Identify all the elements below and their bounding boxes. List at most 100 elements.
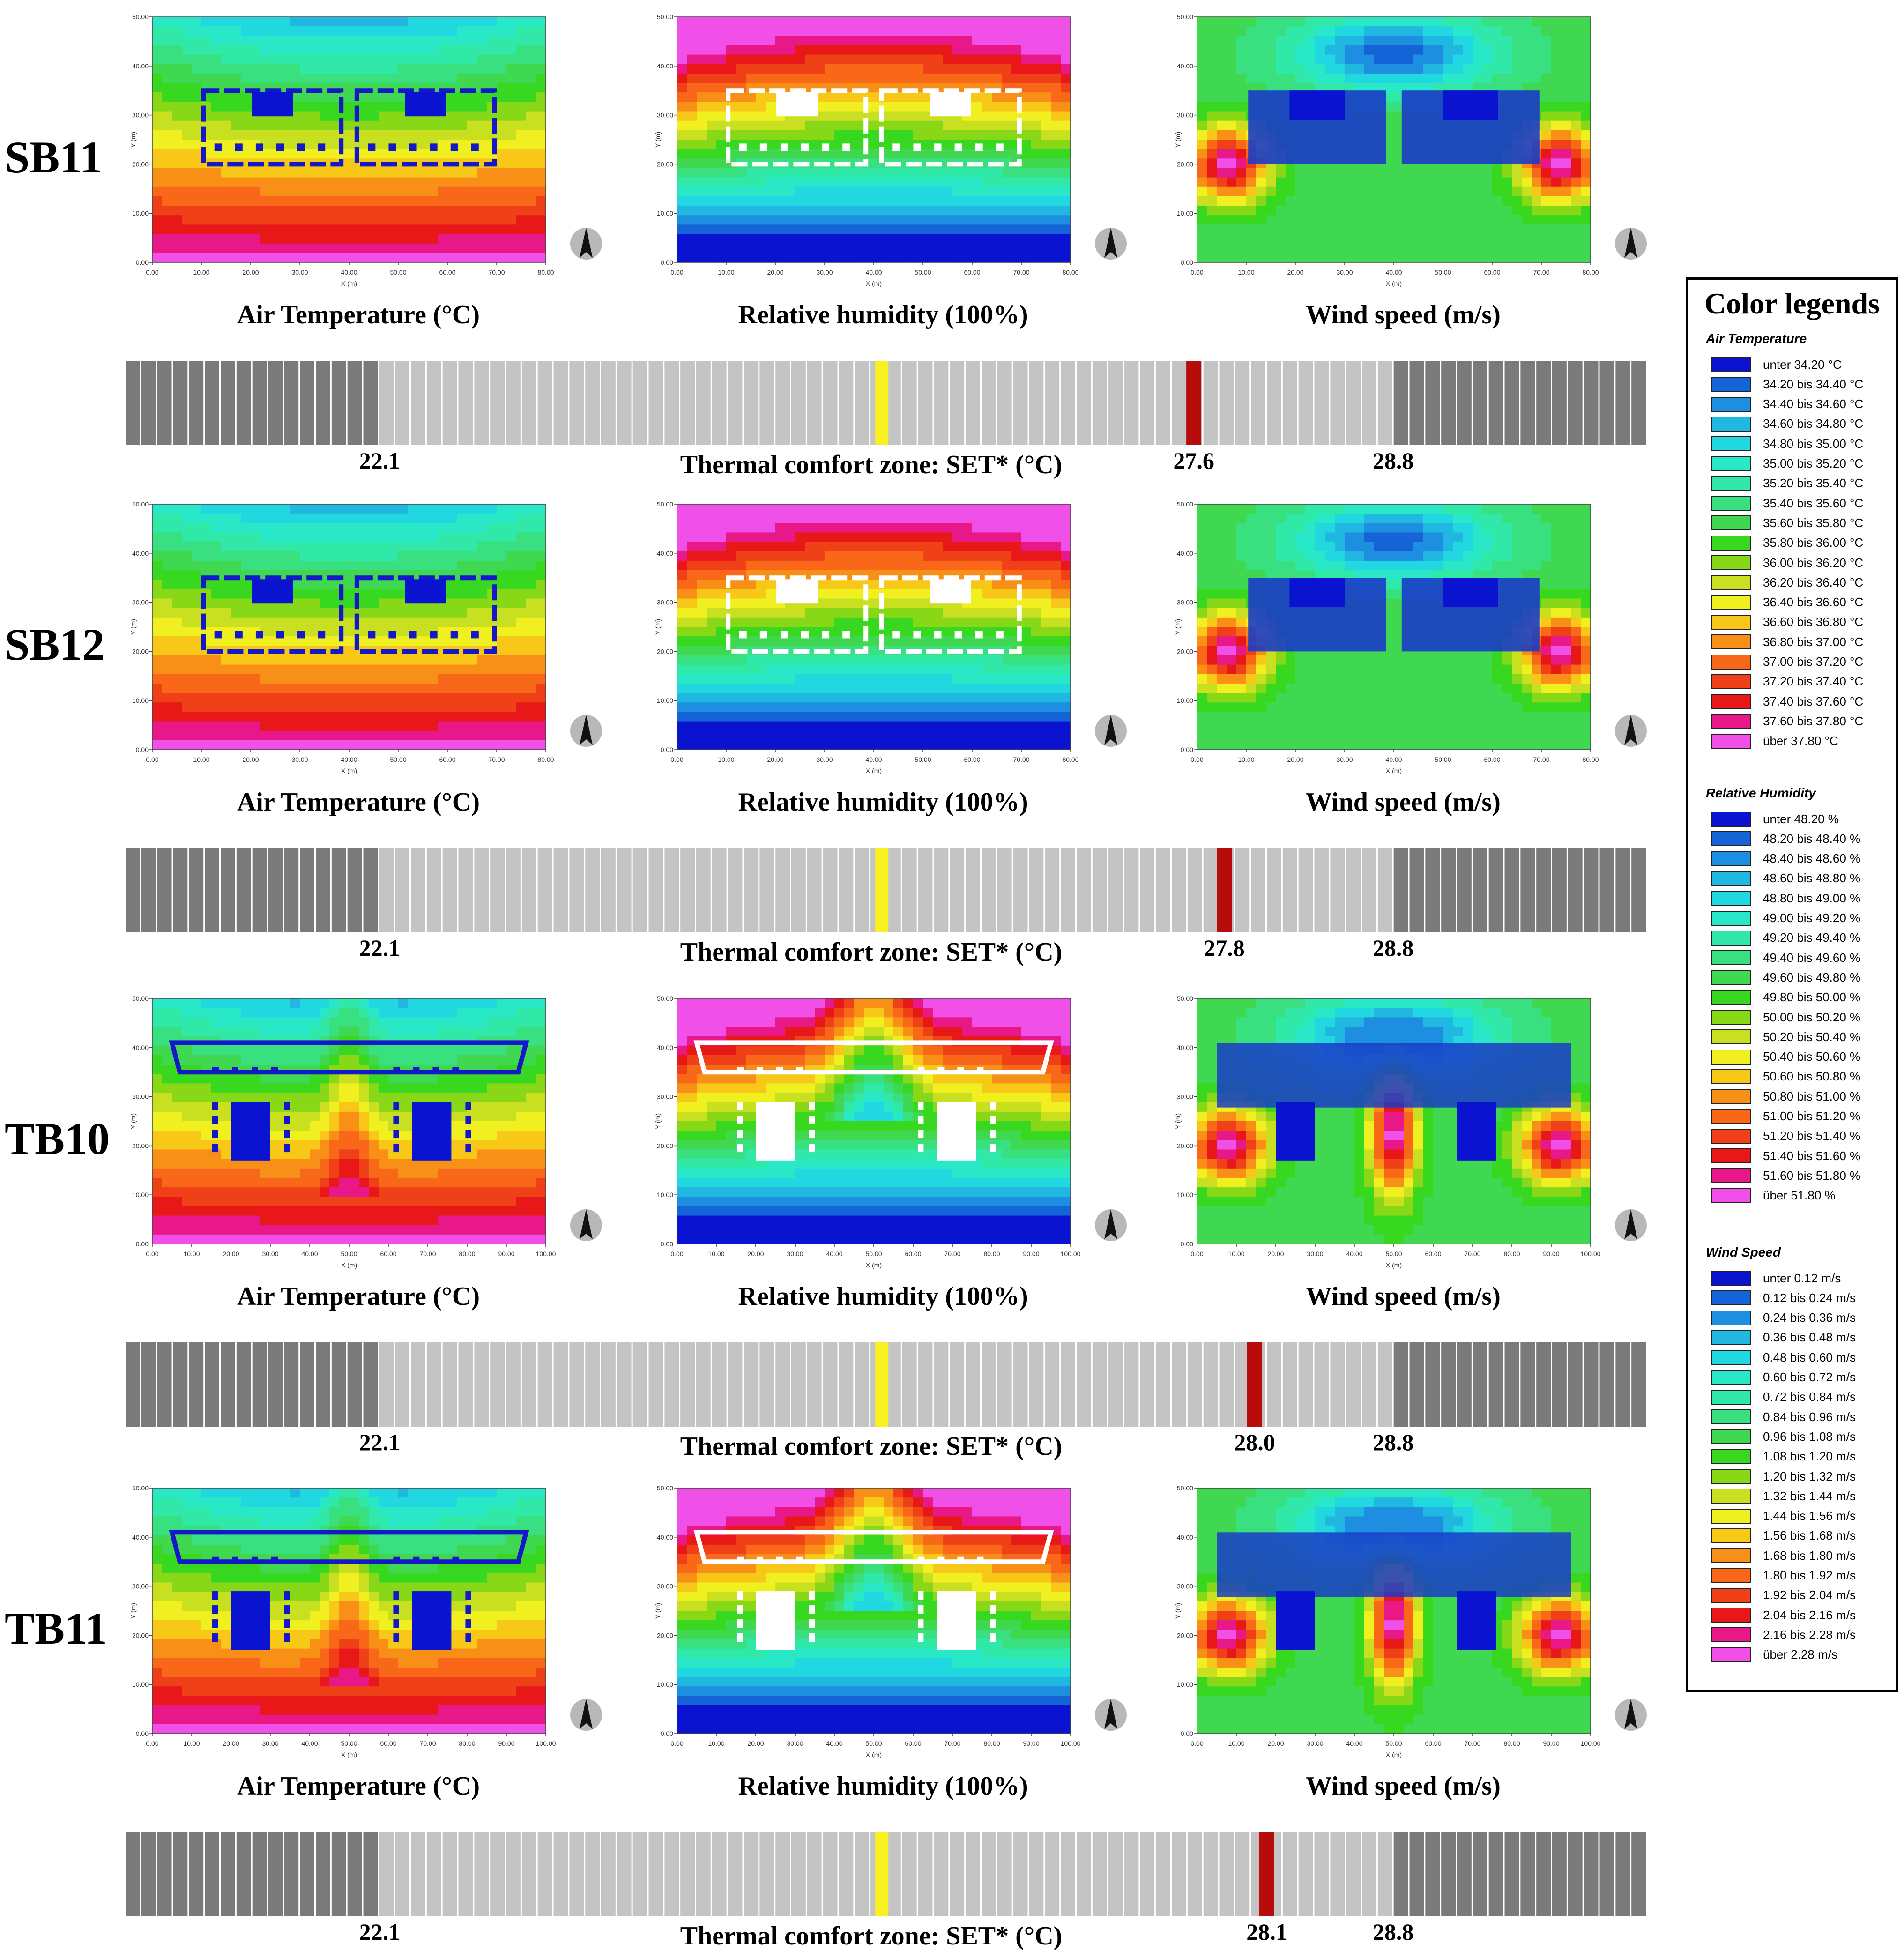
set-scale-cell — [1188, 1832, 1202, 1916]
legend-swatch — [1711, 1271, 1751, 1286]
set-high-label: 28.8 — [1373, 1918, 1414, 1945]
set-scale-cell — [157, 1342, 172, 1427]
legend-item: 36.60 bis 36.80 °C — [1711, 612, 1863, 632]
north-arrow-icon — [569, 1696, 603, 1730]
legend-item: 1.92 bis 2.04 m/s — [1711, 1586, 1856, 1605]
set-scale-cell — [1378, 1342, 1392, 1427]
legend-swatch — [1711, 1429, 1751, 1444]
set-scale-cell — [237, 361, 251, 445]
set-scale-cell — [775, 1342, 790, 1427]
x-tick-label: 80.00 — [1582, 268, 1599, 276]
legend-item-label: 0.60 bis 0.72 m/s — [1763, 1370, 1856, 1385]
x-axis-label: X (m) — [341, 767, 357, 774]
x-tick-label: 40.00 — [826, 1740, 842, 1747]
legend-item: unter 48.20 % — [1711, 809, 1839, 829]
y-tick-label: 0.00 — [661, 1730, 673, 1737]
set-scale-cell — [1251, 848, 1265, 932]
set-scale-cell — [316, 1342, 330, 1427]
legend-item: 48.40 bis 48.60 % — [1711, 849, 1860, 869]
y-tick-label: 40.00 — [1177, 550, 1193, 557]
set-value-marker — [1217, 848, 1232, 932]
y-tick-label: 20.00 — [657, 1631, 673, 1639]
y-tick-label: 30.00 — [1177, 112, 1193, 119]
legend-item-label: über 51.80 % — [1763, 1188, 1836, 1203]
set-scale-cell — [982, 848, 996, 932]
legend-swatch — [1711, 1168, 1751, 1183]
y-tick-label: 30.00 — [657, 112, 673, 119]
set-scale-cell — [1013, 1832, 1028, 1916]
set-scale-cell — [807, 361, 822, 445]
north-arrow-icon — [1615, 1699, 1647, 1731]
case-label: SB12 — [5, 618, 104, 670]
legend-item-label: 37.40 bis 37.60 °C — [1763, 694, 1863, 709]
legend-item: 1.68 bis 1.80 m/s — [1711, 1546, 1856, 1565]
y-tick-label: 30.00 — [1177, 1583, 1193, 1590]
set-scale-cell — [126, 1342, 140, 1427]
set-scale-cell — [1204, 361, 1218, 445]
legend-item-label: 37.00 bis 37.20 °C — [1763, 655, 1863, 669]
set-scale-cell — [157, 1832, 172, 1916]
y-tick-label: 10.00 — [1177, 1191, 1193, 1199]
legend-item-label: 34.40 bis 34.60 °C — [1763, 397, 1863, 411]
legend-item: 1.56 bis 1.68 m/s — [1711, 1526, 1856, 1546]
set-scale-cell — [1315, 361, 1329, 445]
set-scale-cell — [617, 848, 632, 932]
set-scale-cell — [1077, 848, 1091, 932]
set-scale-cell — [1457, 1832, 1472, 1916]
y-axis-label: Y (m) — [1174, 619, 1182, 635]
set-scale-cell — [855, 1342, 869, 1427]
x-tick-label: 10.00 — [718, 756, 734, 763]
set-scale-cell — [712, 1342, 727, 1427]
x-tick-label: 50.00 — [915, 756, 931, 763]
set-scale-cell — [1536, 1342, 1551, 1427]
legend-swatch — [1711, 931, 1751, 946]
y-axis-label: Y (m) — [654, 1603, 662, 1619]
set-scale-cell — [1489, 848, 1503, 932]
set-scale-cell — [1108, 848, 1123, 932]
legend-item: 49.20 bis 49.40 % — [1711, 928, 1860, 948]
legend-item: 0.96 bis 1.08 m/s — [1711, 1427, 1856, 1446]
legend-swatch — [1711, 990, 1751, 1005]
x-tick-label: 70.00 — [419, 1250, 436, 1258]
set-scale-cell — [712, 1832, 727, 1916]
x-tick-label: 70.00 — [1464, 1250, 1480, 1258]
set-scale-cell — [1140, 1342, 1154, 1427]
case-label: SB11 — [5, 131, 102, 183]
y-axis-label: Y (m) — [129, 1603, 137, 1619]
set-scale-cell — [839, 1832, 854, 1916]
set-scale-cell — [1156, 848, 1170, 932]
x-tick-label: 60.00 — [380, 1740, 396, 1747]
legend-item: 48.60 bis 48.80 % — [1711, 869, 1860, 888]
set-high-label: 28.8 — [1373, 1429, 1414, 1456]
rh-caption: Relative humidity (100%) — [691, 1281, 1075, 1311]
set-scale-cell — [997, 848, 1012, 932]
x-axis-label: X (m) — [341, 280, 357, 287]
set-scale-cell — [189, 1342, 203, 1427]
set-scale-cell — [680, 1342, 695, 1427]
set-scale-cell — [348, 361, 362, 445]
legend-swatch — [1711, 1050, 1751, 1065]
set-scale-cell — [1077, 1342, 1091, 1427]
north-arrow-icon — [1614, 225, 1648, 259]
set-scale-cell — [1425, 848, 1440, 932]
x-tick-label: 0.00 — [146, 756, 158, 763]
y-tick-label: 10.00 — [1177, 697, 1193, 704]
set-scale-cell — [1124, 848, 1139, 932]
set-scale-cell — [1489, 1342, 1503, 1427]
legend-swatch — [1711, 1148, 1751, 1163]
x-tick-label: 40.00 — [1346, 1250, 1362, 1258]
set-scale-cell — [649, 361, 663, 445]
set-scale-cell — [902, 1832, 917, 1916]
set-scale-cell — [807, 848, 822, 932]
set-scale-cell — [1394, 848, 1408, 932]
legend-item-label: 49.60 bis 49.80 % — [1763, 970, 1860, 985]
set-scale-cell — [490, 848, 505, 932]
set-scale-cell — [141, 848, 156, 932]
set-scale-cell — [1568, 848, 1583, 932]
legend-item: 49.00 bis 49.20 % — [1711, 908, 1860, 928]
set-scale-cell — [855, 848, 869, 932]
legend-swatch — [1711, 1069, 1751, 1084]
set-scale-cell — [141, 1342, 156, 1427]
set-scale-cell — [1029, 1832, 1044, 1916]
set-scale-cell — [1615, 848, 1630, 932]
